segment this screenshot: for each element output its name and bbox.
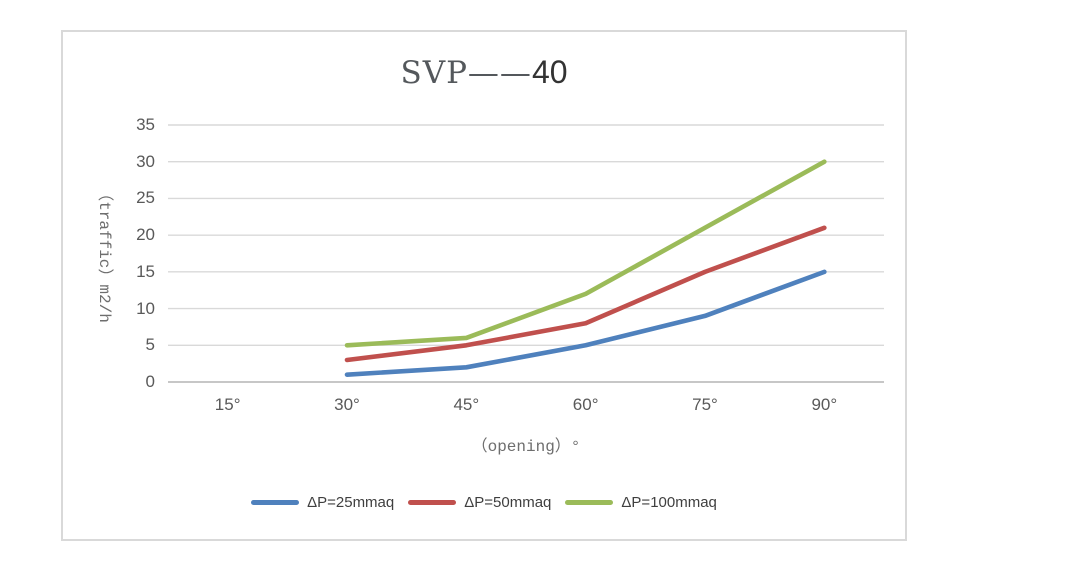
legend-label: ΔP=25mmaq — [307, 494, 395, 511]
x-tick-label: 90° — [811, 395, 838, 414]
y-tick-label: 20 — [136, 225, 155, 245]
x-tick-label: 30° — [334, 395, 360, 414]
legend-item: ΔP=50mmaq — [408, 494, 551, 511]
legend-swatch-icon — [408, 500, 457, 505]
x-axis-title: （opening）° — [471, 438, 581, 456]
chart-title-number-part: 40 — [531, 54, 568, 90]
chart-title-serif-part: SVP—— — [400, 55, 532, 91]
x-tick-label: 15° — [214, 395, 241, 414]
legend-label: ΔP=50mmaq — [464, 494, 552, 511]
x-tick-label: 60° — [572, 395, 599, 414]
chart-container: SVP——40 （traffic）m2/h 0 5 10 15 20 25 30 35 15°… — [61, 30, 907, 541]
y-tick-label: 10 — [136, 298, 155, 318]
y-tick-label: 15 — [136, 261, 155, 281]
x-tick-label: 75° — [692, 395, 718, 414]
legend-swatch-icon — [251, 500, 300, 505]
legend: ΔP=25mmaq ΔP=50mmaq ΔP=100mmaq — [63, 494, 905, 511]
plot-area — [168, 124, 884, 383]
series-line-ΔP=25mmaq — [344, 269, 827, 377]
legend-item: ΔP=100mmaq — [565, 494, 717, 511]
y-tick-label: 5 — [145, 335, 155, 355]
plot-svg — [168, 124, 884, 383]
legend-label: ΔP=100mmaq — [621, 494, 717, 511]
chart-title: SVP——40 — [63, 54, 905, 91]
series-line-ΔP=100mmaq — [344, 159, 827, 348]
y-tick-label: 30 — [136, 151, 155, 171]
y-tick-label: 25 — [136, 188, 155, 208]
legend-item: ΔP=25mmaq — [251, 494, 394, 511]
y-tick-label: 0 — [145, 372, 155, 391]
legend-swatch-icon — [565, 500, 614, 505]
x-tick-label: 45° — [453, 395, 480, 414]
series-line-ΔP=50mmaq — [344, 225, 827, 363]
y-tick-label: 35 — [136, 115, 155, 134]
